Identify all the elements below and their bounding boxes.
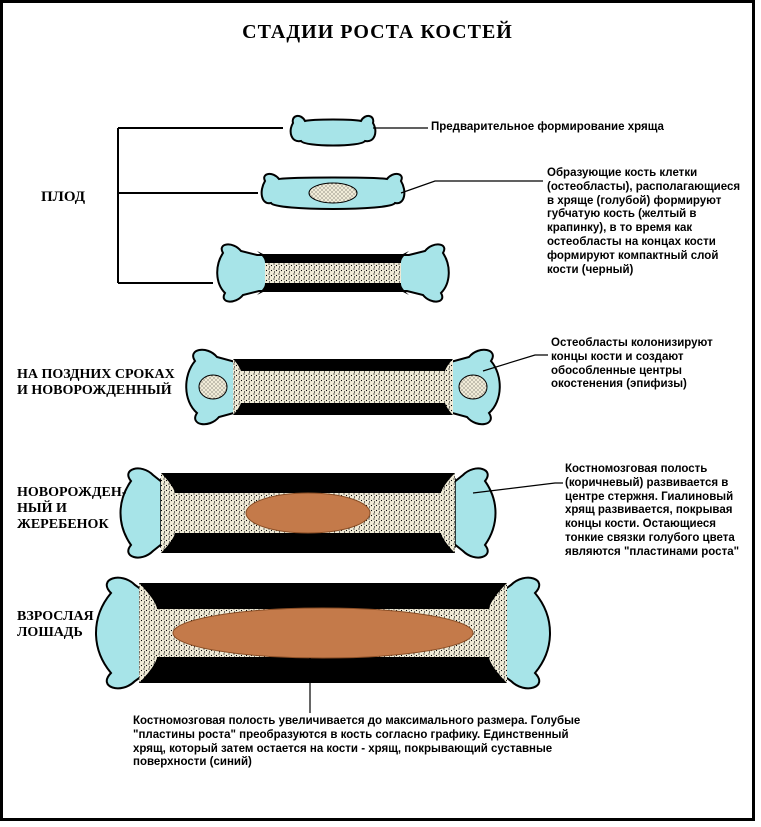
- bone-stage-5: [121, 468, 496, 557]
- annotation-1: Предварительное формирование хряща: [431, 121, 731, 135]
- annotation-4: Костномозговая полость (коричневый) разв…: [565, 463, 745, 560]
- label-fetus: ПЛОД: [41, 189, 85, 206]
- bone-stage-2: [262, 174, 405, 209]
- label-late-newborn: НА ПОЗДНИХ СРОКАХ И НОВОРОЖДЕННЫЙ: [17, 367, 187, 399]
- annotation-3: Остеобласты колонизируют концы кости и с…: [551, 337, 746, 392]
- annotation-5: Костномозговая полость увеличивается до …: [133, 715, 603, 770]
- bone-stage-4: [186, 350, 500, 424]
- diagram-frame: СТАДИИ РОСТА КОСТЕЙ: [0, 0, 755, 821]
- bone-stage-1: [291, 116, 376, 146]
- label-newborn-foal: НОВОРОЖДЕН- НЫЙ И ЖЕРЕБЕНОК: [17, 485, 147, 533]
- bone-stage-3: [217, 244, 449, 301]
- label-adult: ВЗРОСЛАЯ ЛОШАДЬ: [17, 609, 127, 641]
- annotation-2: Образующие кость клетки (остеобласты), р…: [547, 167, 747, 277]
- bone-stage-6: [96, 578, 550, 689]
